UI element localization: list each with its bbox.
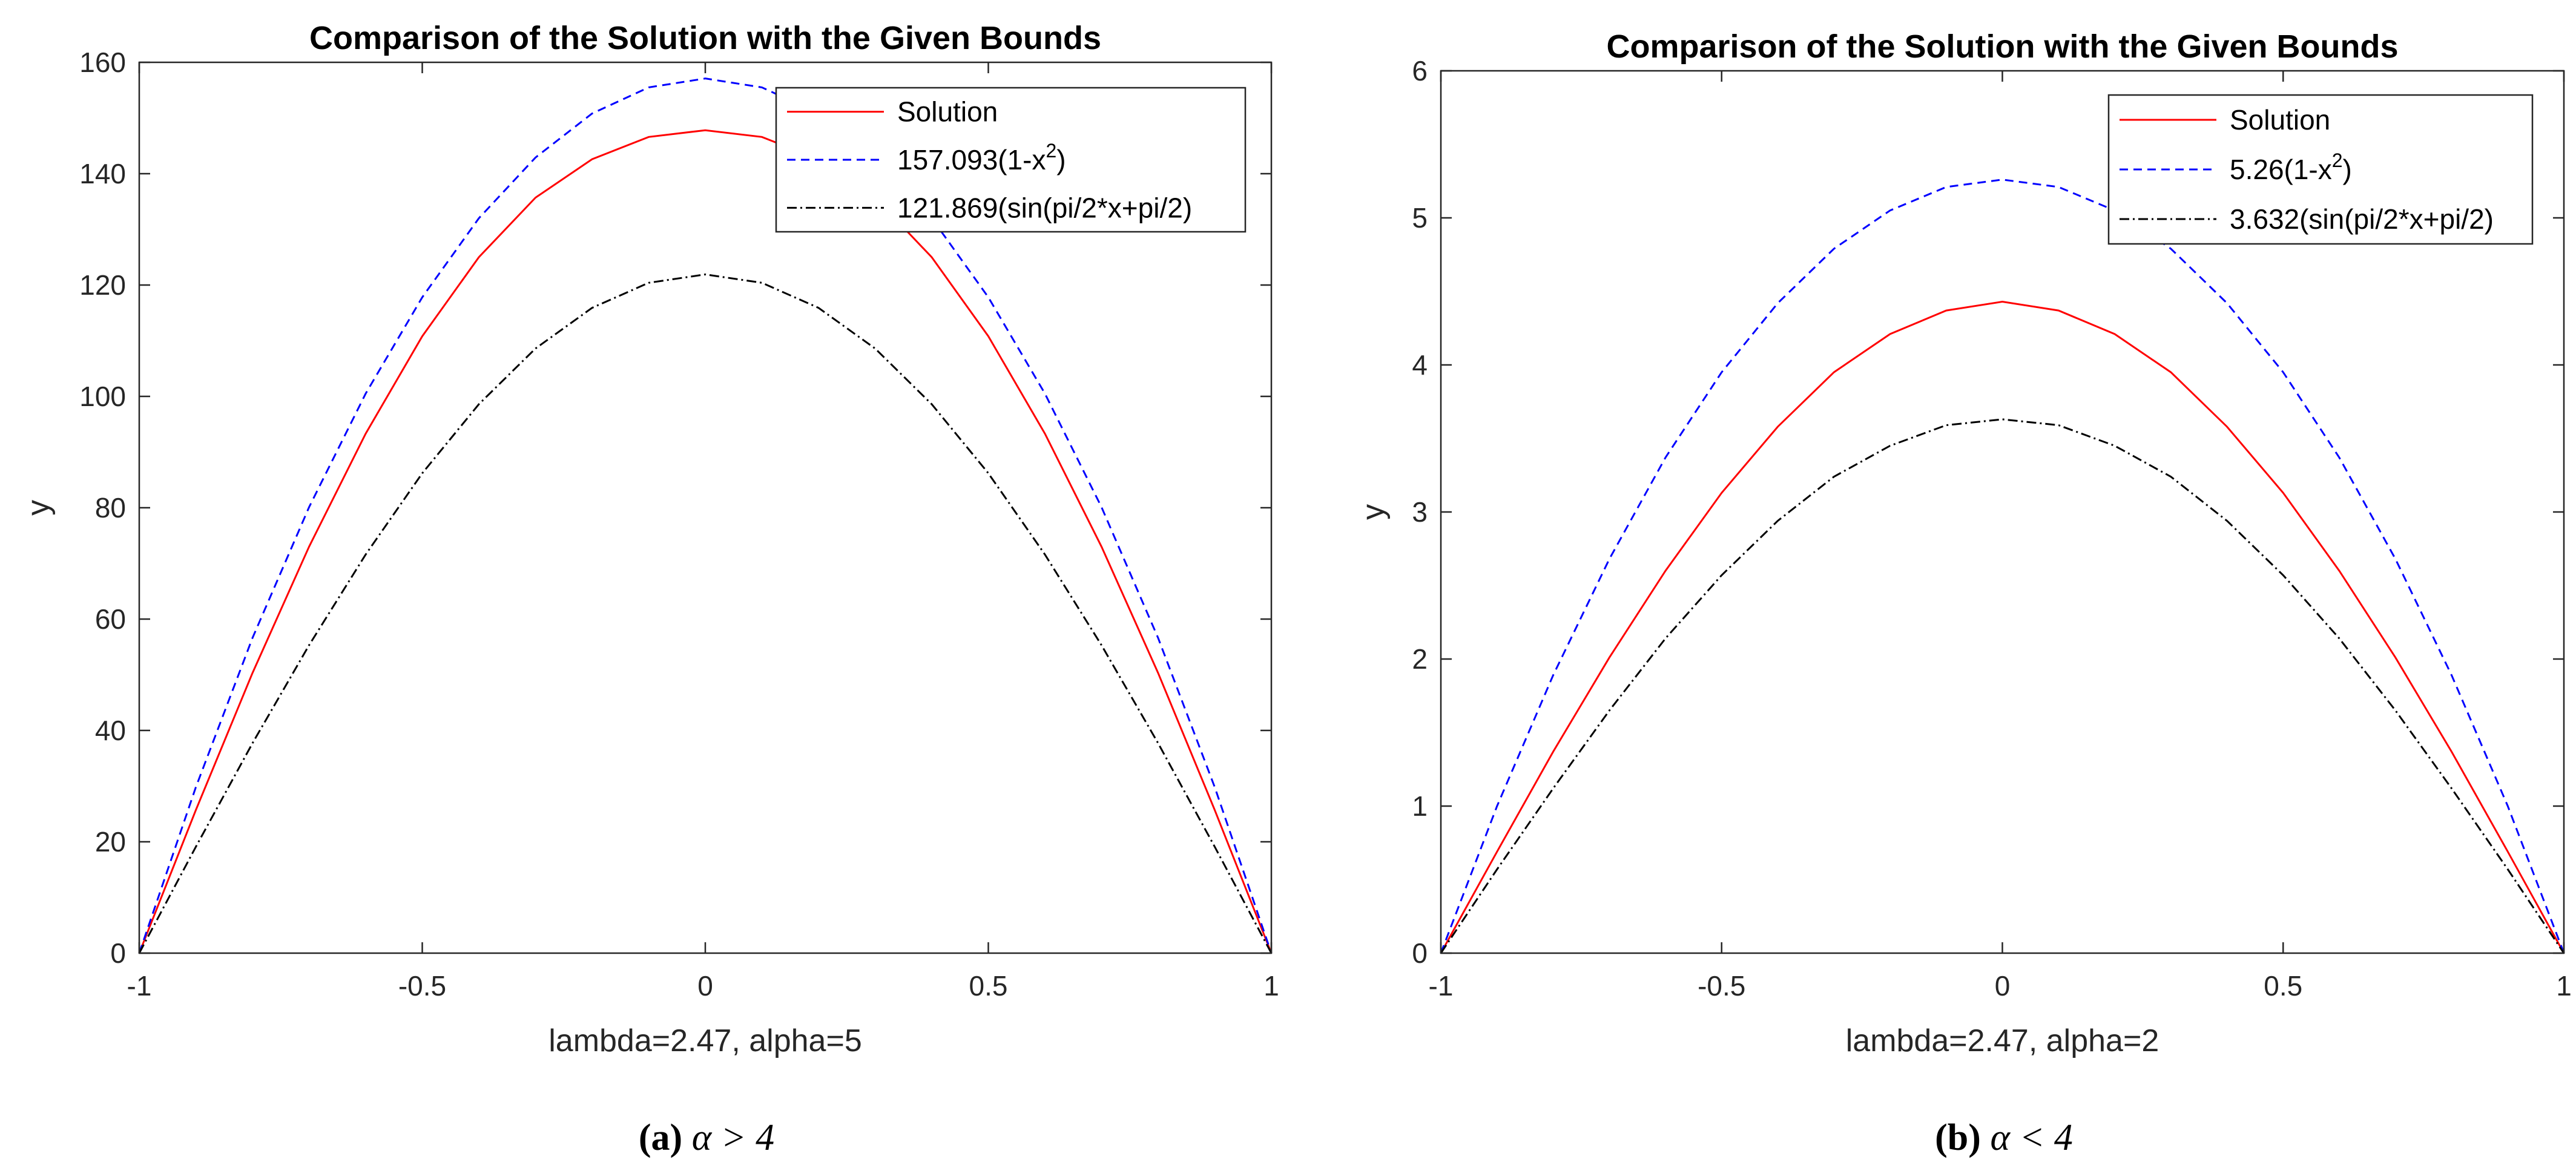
caption-letter: (b) bbox=[1935, 1117, 1990, 1158]
series-line-3 bbox=[1440, 418, 2565, 954]
y-tick-label: 40 bbox=[95, 715, 126, 746]
legend-label-tail: ) bbox=[1056, 144, 1066, 175]
y-tick-label: 0 bbox=[1412, 937, 1428, 969]
y-tick-label: 5 bbox=[1412, 202, 1428, 234]
series-line-2 bbox=[1440, 179, 2565, 954]
x-tick-label: 0.5 bbox=[2264, 970, 2302, 1002]
x-tick-label: -1 bbox=[1429, 970, 1454, 1002]
y-tick-label: 3 bbox=[1412, 496, 1428, 528]
legend: Solution 157.093(1-x2) 121.869(sin(pi/2*x+… bbox=[775, 87, 1247, 233]
series-line-3 bbox=[138, 273, 1273, 954]
legend-label-tail: ) bbox=[2343, 154, 2352, 185]
x-tick-label: 0.5 bbox=[969, 970, 1008, 1002]
caption-letter: (a) bbox=[639, 1117, 692, 1158]
x-tick-label: 0 bbox=[697, 970, 713, 1002]
figure-caption: (b) α < 4 bbox=[1935, 1117, 2073, 1158]
x-tick-label: -0.5 bbox=[398, 970, 446, 1002]
y-tick-label: 6 bbox=[1412, 55, 1428, 87]
x-tick-label: 1 bbox=[1263, 970, 1279, 1002]
y-tick-label: 4 bbox=[1412, 349, 1428, 381]
x-tick-label: 1 bbox=[2556, 970, 2572, 1002]
legend-label-1: Solution bbox=[2230, 104, 2330, 136]
y-tick-label: 120 bbox=[79, 269, 126, 301]
legend-label-3: 3.632(sin(pi/2*x+pi/2) bbox=[2230, 203, 2494, 235]
x-axis-label: lambda=2.47, alpha=5 bbox=[548, 1023, 862, 1058]
y-axis-label: y bbox=[21, 500, 56, 516]
y-tick-label: 2 bbox=[1412, 643, 1428, 675]
figure-caption: (a) α > 4 bbox=[639, 1117, 774, 1158]
legend-label-2: 5.26(1-x2) bbox=[2230, 149, 2352, 185]
x-tick-label: 0 bbox=[1995, 970, 2011, 1002]
x-axis-label: lambda=2.47, alpha=2 bbox=[1846, 1023, 2159, 1058]
y-axis-label: y bbox=[1356, 504, 1391, 520]
y-tick-label: 80 bbox=[95, 492, 126, 523]
legend-label-3: 121.869(sin(pi/2*x+pi/2) bbox=[897, 192, 1192, 223]
series-line-2 bbox=[138, 77, 1273, 954]
chart-panel: -1 -0.5 0 0.5 1 0 20 40 60 80 100 120 140 160 Comparis… bbox=[21, 20, 1279, 1158]
legend-superscript: 2 bbox=[1046, 140, 1057, 162]
series-line-1 bbox=[1440, 300, 2565, 954]
legend-superscript: 2 bbox=[2332, 149, 2343, 171]
chart-title: Comparison of the Solution with the Give… bbox=[309, 20, 1101, 56]
y-tick-label: 1 bbox=[1412, 790, 1428, 822]
caption-math: α < 4 bbox=[1990, 1117, 2072, 1158]
legend-label-2: 157.093(1-x2) bbox=[897, 140, 1066, 175]
caption-math: α > 4 bbox=[692, 1117, 774, 1158]
x-tick-label: -1 bbox=[127, 970, 152, 1002]
y-tick-label: 160 bbox=[79, 47, 126, 78]
y-tick-label: 140 bbox=[79, 158, 126, 189]
y-tick-label: 100 bbox=[79, 381, 126, 412]
y-tick-label: 20 bbox=[95, 826, 126, 858]
x-tick-label: -0.5 bbox=[1698, 970, 1745, 1002]
series-line-1 bbox=[138, 129, 1273, 954]
legend: Solution 5.26(1-x2) 3.632(sin(pi/2*x+pi/2) bbox=[2107, 94, 2534, 245]
chart-title: Comparison of the Solution with the Give… bbox=[1607, 28, 2399, 65]
series-group bbox=[138, 77, 1273, 954]
y-tick-label: 60 bbox=[95, 603, 126, 635]
series-group bbox=[1440, 179, 2565, 954]
chart-panel: -1 -0.5 0 0.5 1 0 1 2 3 4 5 6 Comparison of the Solu… bbox=[1356, 28, 2572, 1158]
y-tick-label: 0 bbox=[110, 937, 126, 969]
legend-label-1: Solution bbox=[897, 96, 998, 128]
